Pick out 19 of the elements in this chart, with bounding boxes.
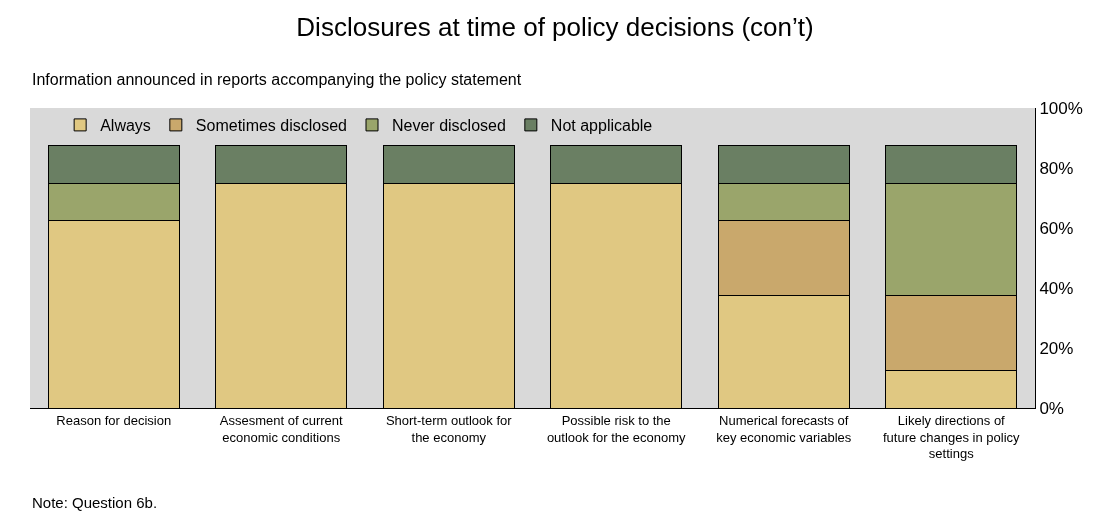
x-tick-label: Reason for decision	[56, 412, 172, 428]
legend-label: Never disclosed	[392, 117, 506, 135]
x-tick-label: Possible risk to the outlook for the economy	[546, 412, 687, 445]
x-tick-label: Likely directions of future changes in policy settings	[882, 412, 1021, 462]
text: Note: Question 6b.	[32, 494, 158, 511]
y-tick-label: 100%	[1039, 98, 1083, 118]
y-tick-label: 0%	[1039, 398, 1064, 418]
x-tick-label: Numerical forecasts of key economic variables	[716, 412, 852, 445]
chart-subtitle: Information announced in reports accompanying the policy statement	[32, 71, 522, 88]
legend-label: Always	[100, 117, 151, 135]
x-tick-label: Short-term outlook for the economy	[385, 412, 513, 445]
x-tick-label: Assesment of current economic conditions	[219, 412, 344, 445]
y-tick-label: 40%	[1039, 278, 1074, 298]
y-tick-label: 60%	[1039, 218, 1074, 238]
legend-label: Sometimes disclosed	[195, 117, 348, 135]
y-tick-label: 20%	[1039, 338, 1074, 358]
chart-title: Disclosures at time of policy decisions (con’t)	[296, 12, 814, 43]
y-tick-label: 80%	[1039, 158, 1074, 178]
legend-label: Not applicable	[550, 117, 653, 135]
